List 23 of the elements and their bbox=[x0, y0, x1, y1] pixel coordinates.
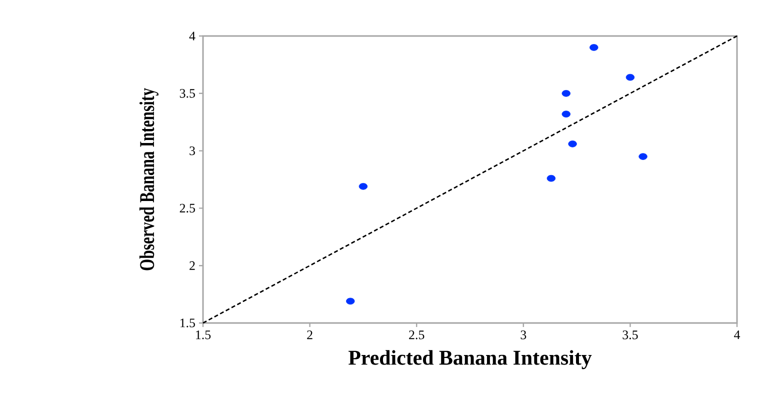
x-tick-label: 3 bbox=[520, 330, 526, 340]
x-tick-label: 2.5 bbox=[409, 330, 424, 340]
point bbox=[626, 74, 635, 81]
y-tick-label: 3.5 bbox=[180, 89, 195, 98]
x-tick-label: 2 bbox=[307, 330, 312, 340]
y-tick-label: 1.5 bbox=[180, 318, 195, 328]
x-tick-label: 4 bbox=[734, 330, 740, 340]
point bbox=[590, 44, 598, 51]
point bbox=[546, 174, 556, 182]
point bbox=[562, 90, 570, 97]
y-tick-label: 2.5 bbox=[180, 204, 195, 213]
y-axis-title: Observed Banana Intensity bbox=[139, 88, 158, 270]
point bbox=[568, 140, 577, 148]
x-axis-title: Predicted Banana Intensity bbox=[348, 350, 592, 370]
y-tick-label: 3 bbox=[190, 146, 195, 156]
x-tick-label: 1.5 bbox=[196, 330, 211, 340]
y-tick-label: 2 bbox=[190, 261, 195, 270]
point bbox=[358, 183, 368, 190]
y-tick-label: 4 bbox=[189, 32, 196, 40]
x-tick-label: 3.5 bbox=[622, 330, 638, 340]
point bbox=[562, 110, 570, 118]
point bbox=[638, 153, 648, 160]
point bbox=[346, 298, 355, 305]
